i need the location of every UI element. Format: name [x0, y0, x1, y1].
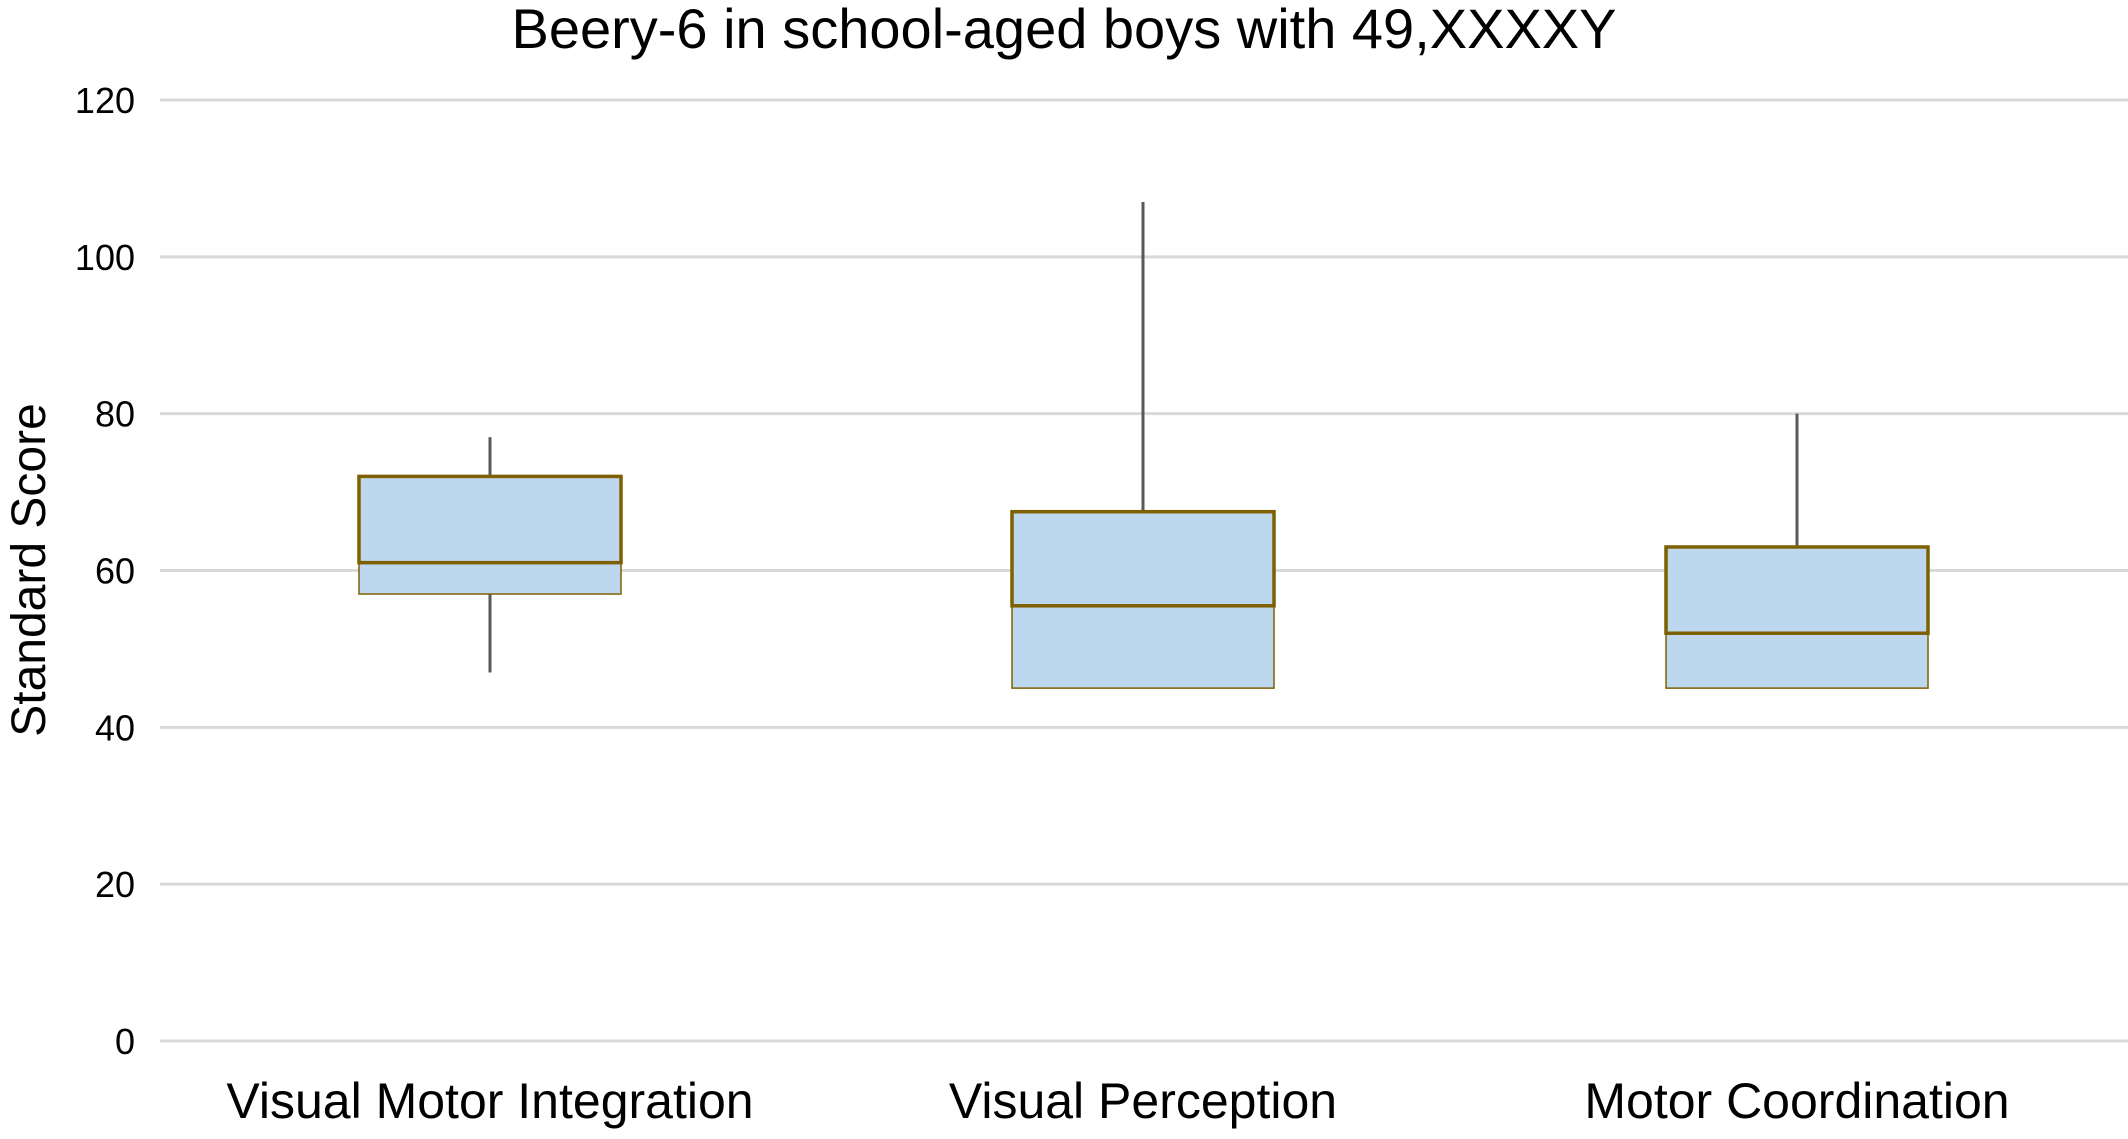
- box-lower-segment: [1665, 632, 1929, 689]
- x-category-label-motor-coordination: Motor Coordination: [1584, 1073, 2009, 1129]
- box-motor-coordination: [1664, 413, 1930, 689]
- y-tick-label-20: 20: [95, 864, 135, 905]
- boxes: [357, 201, 1930, 689]
- chart-title: Beery-6 in school-aged boys with 49,XXXX…: [511, 0, 1616, 60]
- box-upper-segment: [1664, 545, 1930, 635]
- y-tick-label-120: 120: [75, 80, 135, 121]
- y-tick-label-0: 0: [115, 1021, 135, 1062]
- y-tick-label-100: 100: [75, 237, 135, 278]
- box-lower-segment: [358, 561, 622, 595]
- box-upper-segment: [357, 474, 623, 565]
- box-visual-perception: [1010, 201, 1276, 689]
- x-category-label-visual-motor-integration: Visual Motor Integration: [226, 1073, 753, 1129]
- box-lower-segment: [1011, 605, 1275, 689]
- box-upper-segment: [1010, 509, 1276, 608]
- x-category-label-visual-perception: Visual Perception: [949, 1073, 1337, 1129]
- y-tick-label-80: 80: [95, 394, 135, 435]
- y-tick-label-60: 60: [95, 551, 135, 592]
- x-axis-categories: Visual Motor Integration Visual Perceptio…: [226, 1073, 2009, 1129]
- y-axis-label: Standard Score: [3, 403, 56, 737]
- y-axis-ticks: 0 20 40 60 80 100 120: [75, 80, 135, 1062]
- box-visual-motor-integration: [357, 437, 623, 673]
- y-tick-label-40: 40: [95, 707, 135, 748]
